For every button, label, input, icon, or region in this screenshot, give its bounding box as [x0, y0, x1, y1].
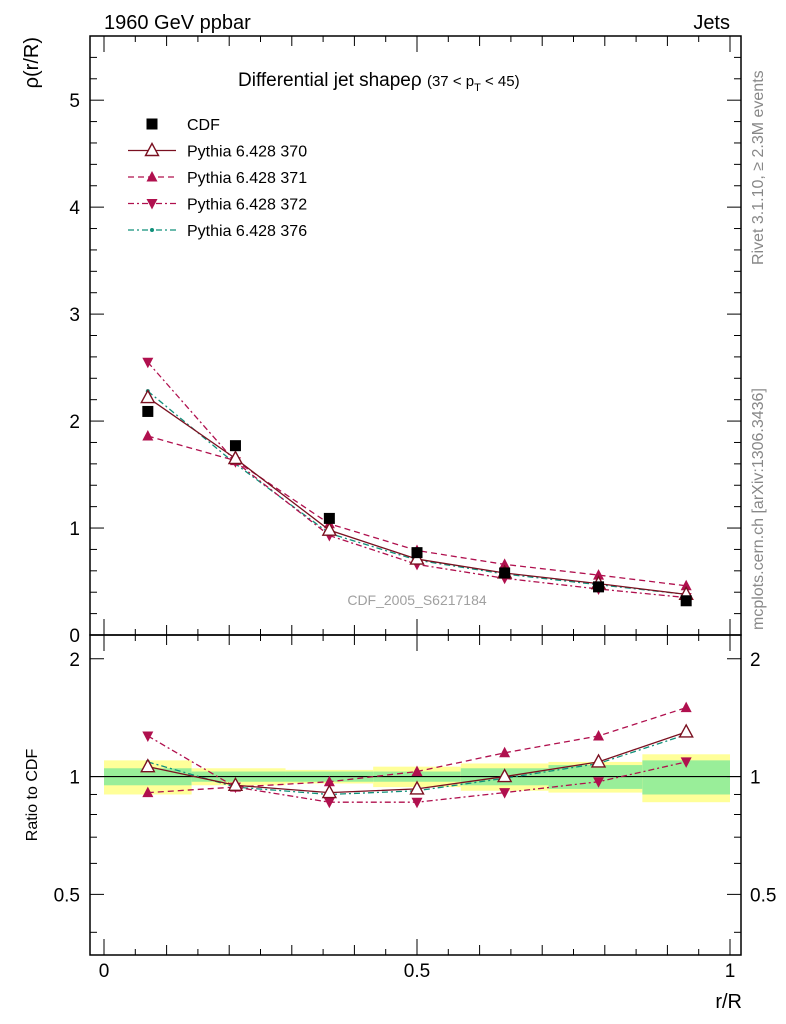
ratio-y-tick-label: 1	[69, 768, 80, 789]
y-tick-label: 2	[69, 412, 80, 433]
data-point-triangle-open	[590, 753, 607, 768]
data-point-triangle-open	[409, 780, 425, 795]
y-tick-label: 3	[69, 305, 80, 326]
data-point-square	[411, 547, 423, 559]
x-tick-label: 1	[725, 961, 736, 982]
data-point-triangle-open	[496, 768, 513, 783]
data-point-triangle-down	[142, 357, 154, 369]
x-tick-label: 0	[99, 961, 110, 982]
data-point-triangle-open	[140, 758, 156, 773]
data-point-square	[229, 440, 241, 452]
rivet-version-label: Rivet 3.1.10, ≥ 2.3M events	[750, 70, 767, 265]
data-point-triangle-open	[678, 723, 694, 738]
data-point-square	[146, 118, 158, 130]
x-axis-label: r/R	[715, 991, 742, 1013]
x-tick-label: 0.5	[404, 961, 430, 982]
y-axis-label: ρ(r/R)	[21, 37, 43, 88]
data-point-square	[680, 595, 692, 607]
ratio-y-tick-label-right: 1	[750, 768, 761, 789]
data-point-triangle-open	[227, 450, 244, 465]
data-point-square	[323, 512, 335, 524]
chart-title: Differential jet shapeρ (37 < pT < 45)	[238, 70, 520, 94]
data-point-triangle	[142, 786, 154, 798]
series-pythia-6-428-372	[142, 357, 692, 604]
data-point-dot	[150, 228, 154, 232]
ratio-y-tick-label: 0.5	[54, 885, 80, 906]
header-jets-label: Jets	[693, 12, 730, 34]
legend-entry: CDF	[146, 117, 220, 134]
data-point-triangle-open	[321, 784, 338, 799]
ratio-uncertainty-bands	[90, 754, 741, 803]
chart-title-subscript: T	[474, 82, 481, 94]
data-point-triangle	[146, 171, 158, 182]
legend-label: Pythia 6.428 376	[187, 223, 307, 240]
data-point-triangle-open	[321, 521, 338, 536]
legend-entry: Pythia 6.428 370	[128, 142, 307, 161]
data-point-triangle	[499, 746, 511, 758]
legend-entry: Pythia 6.428 371	[128, 170, 307, 187]
data-point-square	[142, 405, 154, 417]
legend-label: Pythia 6.428 370	[187, 144, 307, 161]
data-point-triangle	[593, 569, 605, 580]
data-point-triangle-down	[323, 797, 335, 809]
legend-label: Pythia 6.428 371	[187, 170, 307, 187]
data-point-triangle	[499, 558, 511, 569]
data-series	[140, 357, 694, 809]
y-tick-label: 5	[69, 91, 80, 112]
data-point-triangle	[411, 765, 423, 777]
ratio-y-tick-label-right: 2	[750, 650, 761, 671]
ratio-plot-frame	[89, 634, 742, 956]
chart-title-range-end: < 45)	[481, 73, 520, 90]
data-point-square	[499, 567, 511, 579]
y-tick-label: 1	[69, 519, 80, 540]
legend-entry: Pythia 6.428 376	[128, 223, 307, 240]
data-point-triangle	[680, 701, 692, 713]
plot-frames: 0 1 2 3 4 5 0.5 0.5 1 1 2 2 0 0.5 1	[54, 35, 776, 982]
data-point-square	[593, 581, 605, 593]
chart-title-range: (37 < p	[427, 73, 474, 90]
data-point-triangle-down	[411, 797, 423, 809]
ratio-y-tick-label-right: 0.5	[750, 885, 776, 906]
legend: CDF Pythia 6.428 370 Pythia 6.428 371 Pythi…	[128, 117, 307, 240]
ratio-y-axis-label: Ratio to CDF	[24, 749, 41, 842]
data-point-triangle	[680, 579, 692, 591]
legend-entry: Pythia 6.428 372	[128, 197, 307, 214]
data-point-triangle-down	[142, 731, 154, 742]
data-point-triangle-open	[140, 389, 156, 404]
data-point-triangle-down	[499, 788, 511, 799]
header-energy-label: 1960 GeV ppbar	[104, 12, 251, 34]
data-point-triangle-open	[144, 142, 160, 157]
legend-label: Pythia 6.428 372	[187, 197, 307, 214]
ratio-y-tick-label: 2	[69, 650, 80, 671]
series-cdf	[142, 405, 692, 607]
chart-title-main: Differential jet shapeρ	[238, 70, 422, 91]
mcplots-label: mcplots.cern.ch [arXiv:1306.3436]	[750, 388, 767, 630]
analysis-watermark: CDF_2005_S6217184	[347, 592, 487, 608]
data-point-triangle	[593, 729, 605, 741]
data-point-triangle-down	[146, 199, 158, 210]
ratio-series-pythia-6-428-370	[140, 723, 694, 799]
data-point-triangle	[323, 775, 335, 787]
data-point-triangle-open	[227, 776, 244, 791]
data-point-triangle	[142, 430, 154, 441]
legend-label: CDF	[187, 117, 220, 134]
y-tick-label: 4	[69, 198, 80, 219]
data-point-triangle-down	[593, 777, 605, 788]
data-point-triangle-down	[680, 757, 692, 768]
y-tick-label: 0	[69, 626, 80, 647]
